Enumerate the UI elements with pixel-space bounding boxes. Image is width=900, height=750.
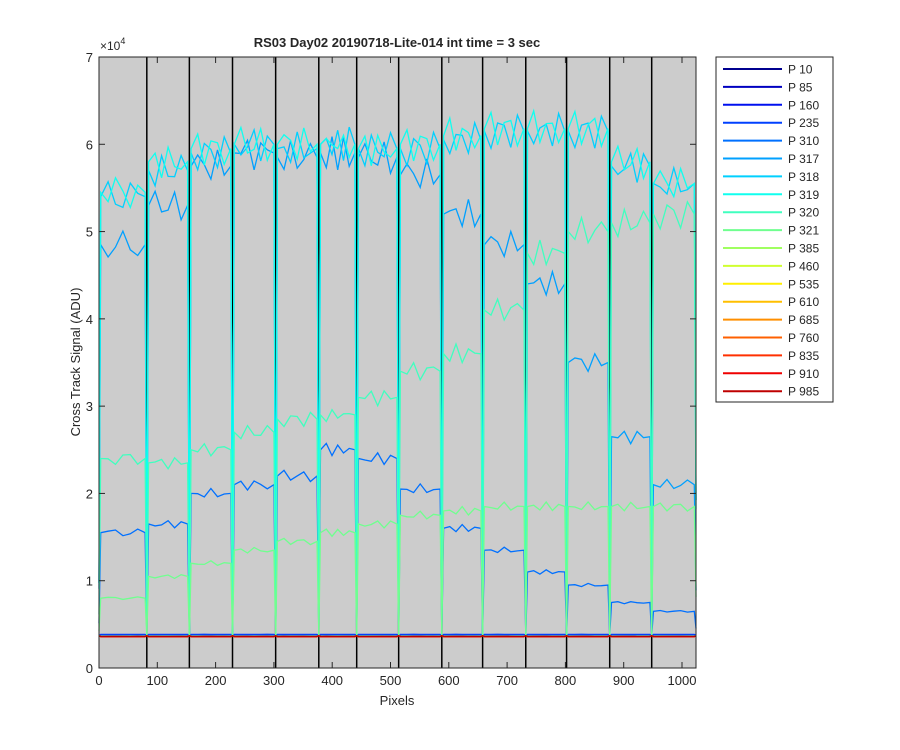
- legend-label: P 835: [788, 349, 819, 363]
- legend-label: P 318: [788, 170, 819, 184]
- svg-text:×104: ×104: [100, 36, 125, 53]
- y-exponent-base: ×10: [100, 39, 121, 53]
- x-tick-label: 300: [263, 673, 285, 688]
- legend-item: P 835: [723, 349, 819, 363]
- legend-label: P 85: [788, 80, 813, 94]
- legend-label: P 160: [788, 98, 819, 112]
- legend-item: P 985: [723, 385, 819, 399]
- y-tick-label: 6: [86, 137, 93, 152]
- legend-item: P 310: [723, 134, 819, 148]
- x-tick-label: 1000: [668, 673, 697, 688]
- x-tick-label: 600: [438, 673, 460, 688]
- chart-title: RS03 Day02 20190718-Lite-014 int time = …: [254, 35, 541, 50]
- legend-label: P 320: [788, 206, 819, 220]
- legend-item: P 85: [723, 80, 813, 94]
- legend-item: P 610: [723, 295, 819, 309]
- legend-label: P 10: [788, 63, 813, 77]
- legend-item: P 160: [723, 98, 819, 112]
- y-exponent-power: 4: [120, 36, 125, 46]
- y-tick-label: 1: [86, 574, 93, 589]
- x-axis-label: Pixels: [380, 693, 415, 708]
- x-tick-label: 0: [95, 673, 102, 688]
- y-tick-label: 0: [86, 661, 93, 676]
- legend-item: P 319: [723, 188, 819, 202]
- legend-item: P 235: [723, 116, 819, 130]
- y-tick-label: 5: [86, 225, 93, 240]
- legend-item: P 685: [723, 313, 819, 327]
- legend-label: P 460: [788, 259, 819, 273]
- legend-item: P 460: [723, 259, 819, 273]
- legend-label: P 321: [788, 224, 819, 238]
- plot-frame: [98, 56, 697, 669]
- series-lines: [98, 108, 697, 638]
- x-tick-label: 100: [146, 673, 168, 688]
- legend-label: P 385: [788, 242, 819, 256]
- legend-item: P 317: [723, 152, 819, 166]
- legend-label: P 610: [788, 295, 819, 309]
- x-tick-label: 900: [613, 673, 635, 688]
- x-tick-label: 200: [205, 673, 227, 688]
- y-axis-label: Cross Track Signal (ADU): [68, 288, 83, 437]
- x-tick-label: 500: [380, 673, 402, 688]
- legend-label: P 535: [788, 277, 819, 291]
- x-axis: 0 100 200 300 400 500 600 700 800 900 1000: [95, 57, 696, 688]
- legend-label: P 685: [788, 313, 819, 327]
- y-tick-label: 3: [86, 399, 93, 414]
- y-tick-label: 7: [86, 50, 93, 65]
- legend-item: P 535: [723, 277, 819, 291]
- y-tick-label: 2: [86, 486, 93, 501]
- legend-item: P 385: [723, 242, 819, 256]
- x-tick-label: 700: [496, 673, 518, 688]
- legend-label: P 310: [788, 134, 819, 148]
- series-line-p-985: [98, 634, 697, 638]
- legend-label: P 760: [788, 331, 819, 345]
- legend-label: P 319: [788, 188, 819, 202]
- x-tick-label: 400: [321, 673, 343, 688]
- legend-label: P 910: [788, 367, 819, 381]
- y-tick-label: 4: [86, 312, 93, 327]
- legend-item: P 760: [723, 331, 819, 345]
- legend-item: P 10: [723, 63, 813, 77]
- legend-label: P 985: [788, 385, 819, 399]
- x-tick-label: 800: [555, 673, 577, 688]
- legend: P 10 P 85 P 160 P 235 P 310 P 317 P 318 P 319 P …: [715, 56, 834, 403]
- y-axis: 0 1 2 3 4 5 6 7: [86, 50, 696, 676]
- legend-item: P 321: [723, 224, 819, 238]
- legend-item: P 320: [723, 206, 819, 220]
- legend-label: P 317: [788, 152, 819, 166]
- y-axis-exponent: ×104: [100, 36, 125, 53]
- legend-item: P 910: [723, 367, 819, 381]
- legend-label: P 235: [788, 116, 819, 130]
- legend-item: P 318: [723, 170, 819, 184]
